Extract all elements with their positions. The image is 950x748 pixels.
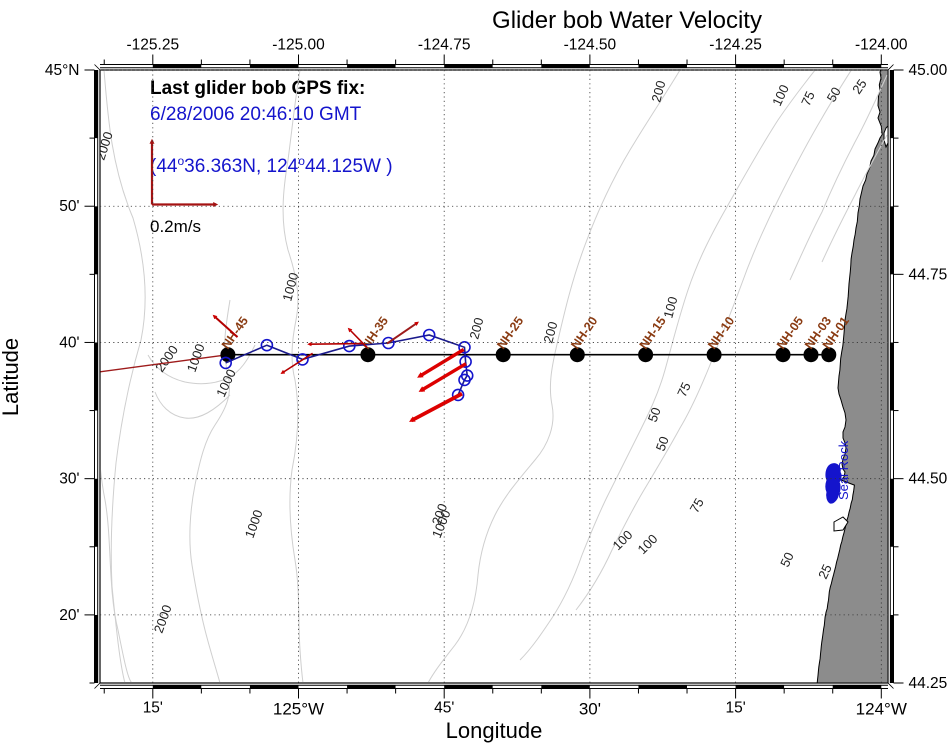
svg-text:45': 45' xyxy=(434,700,454,717)
svg-text:-125.00: -125.00 xyxy=(272,37,325,54)
svg-text:Last glider bob GPS fix:: Last glider bob GPS fix: xyxy=(150,78,365,99)
svg-text:44.50: 44.50 xyxy=(909,471,948,488)
svg-text:-124.75: -124.75 xyxy=(418,37,471,54)
svg-text:40': 40' xyxy=(59,334,79,351)
svg-text:124°W: 124°W xyxy=(856,700,907,719)
svg-text:50': 50' xyxy=(59,198,79,215)
svg-text:(44o36.363N, 124o44.125W ): (44o36.363N, 124o44.125W ) xyxy=(150,154,393,177)
svg-text:Seal Rock: Seal Rock xyxy=(836,440,851,500)
svg-text:Glider bob Water Velocity: Glider bob Water Velocity xyxy=(492,7,762,34)
svg-text:44.25: 44.25 xyxy=(909,675,948,692)
svg-text:6/28/2006 20:46:10 GMT: 6/28/2006 20:46:10 GMT xyxy=(150,104,362,125)
svg-text:-124.00: -124.00 xyxy=(855,37,908,54)
svg-text:-125.25: -125.25 xyxy=(127,37,180,54)
svg-text:15': 15' xyxy=(725,700,745,717)
svg-text:45°N: 45°N xyxy=(45,62,80,79)
svg-text:30': 30' xyxy=(579,700,601,719)
svg-text:Longitude: Longitude xyxy=(446,718,543,743)
svg-text:45.00: 45.00 xyxy=(909,62,948,79)
svg-text:-124.25: -124.25 xyxy=(709,37,762,54)
svg-text:30': 30' xyxy=(59,471,79,488)
svg-text:0.2m/s: 0.2m/s xyxy=(150,217,201,236)
svg-text:125°W: 125°W xyxy=(273,700,324,719)
svg-text:20': 20' xyxy=(59,607,79,624)
svg-text:-124.50: -124.50 xyxy=(564,37,617,54)
svg-text:Latitude: Latitude xyxy=(0,338,23,416)
svg-text:44.75: 44.75 xyxy=(909,266,948,283)
svg-text:15': 15' xyxy=(143,700,163,717)
